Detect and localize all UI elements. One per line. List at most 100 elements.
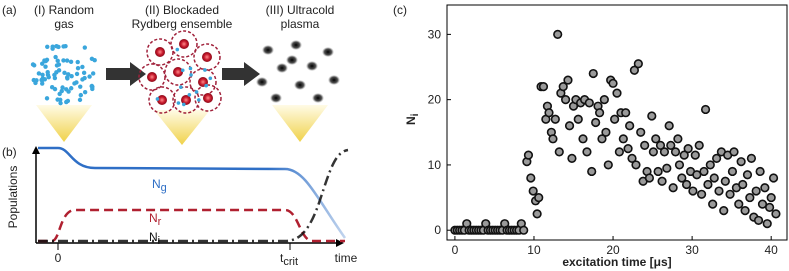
point: [582, 147, 592, 157]
atom: [50, 44, 55, 49]
x-tick-label: 20: [606, 243, 620, 257]
atom: [81, 70, 87, 76]
point: [599, 95, 609, 105]
stage-label: (II) Blockaded: [145, 3, 219, 17]
panel-tag: (c): [393, 3, 407, 17]
x-label: time: [335, 251, 358, 265]
atom: [78, 92, 84, 98]
point: [746, 153, 757, 164]
point: [627, 153, 637, 164]
atom: [58, 97, 63, 102]
point: [692, 170, 702, 180]
point: [734, 199, 744, 209]
atom: [77, 97, 83, 103]
curve-name: N: [149, 211, 158, 225]
point: [648, 147, 658, 157]
point: [657, 176, 667, 186]
point: [662, 163, 672, 173]
point: [681, 179, 692, 190]
point: [523, 150, 534, 160]
atom: [194, 90, 199, 94]
point: [601, 127, 611, 137]
point: [603, 160, 613, 170]
point: [554, 147, 564, 157]
point: [659, 147, 670, 157]
atom: [82, 89, 88, 95]
cone: [36, 105, 92, 142]
ion: [262, 45, 274, 55]
point: [631, 160, 641, 170]
point: [745, 192, 755, 203]
ni-curve: [38, 148, 349, 243]
arrowhead: [336, 239, 344, 247]
blockade-sphere: [170, 30, 198, 58]
point: [519, 225, 529, 235]
plasma: [256, 40, 340, 103]
point: [526, 173, 536, 183]
stage-label: Rydberg ensemble: [132, 17, 233, 31]
point: [679, 150, 689, 160]
rydberg-atom: [155, 47, 165, 57]
tcrit: t: [280, 251, 284, 265]
atom: [179, 85, 183, 89]
point: [532, 209, 542, 219]
y-label: Populations: [6, 166, 20, 229]
point: [697, 189, 707, 199]
point: [666, 140, 676, 150]
point: [768, 173, 779, 183]
point: [762, 219, 772, 229]
ion: [294, 80, 306, 90]
ion: [322, 47, 334, 57]
point: [725, 189, 735, 199]
point: [625, 121, 635, 131]
atom: [59, 88, 64, 94]
arrow: [222, 62, 260, 86]
x-tick-label: 0: [452, 243, 459, 257]
atom: [54, 70, 59, 75]
point: [567, 153, 577, 164]
blockade-sphere: [148, 86, 176, 114]
rydberg-atom: [202, 52, 212, 62]
atom: [75, 59, 80, 65]
atom: [87, 74, 92, 79]
ion: [286, 55, 298, 65]
atom: [64, 87, 69, 92]
atom: [58, 100, 63, 106]
atom: [82, 45, 88, 50]
point: [742, 170, 753, 180]
point: [694, 140, 704, 150]
point: [651, 134, 661, 144]
point: [588, 68, 598, 79]
curve-sub: i: [158, 235, 160, 247]
random-gas: [30, 43, 97, 106]
ion: [276, 63, 288, 73]
curve-sub: g: [161, 182, 167, 194]
stage-label: (I) Random: [34, 3, 94, 17]
point: [755, 166, 765, 177]
point: [573, 114, 583, 124]
x-tick-label: tcrit: [280, 251, 298, 268]
curve-label: Ni: [149, 230, 160, 247]
rydberg-atom: [173, 67, 183, 77]
point: [709, 173, 719, 183]
atom: [80, 77, 85, 82]
atom: [54, 63, 60, 68]
point: [765, 202, 775, 212]
point: [563, 75, 573, 85]
point: [719, 206, 729, 216]
atom: [64, 58, 70, 63]
nr-curve: [38, 208, 345, 243]
atom: [44, 96, 50, 101]
arrowhead: [32, 146, 40, 154]
point: [621, 108, 631, 118]
atom: [176, 101, 181, 105]
curve-name: N: [149, 230, 158, 244]
point: [760, 183, 770, 193]
point: [753, 215, 764, 226]
rydberg-ensemble: [138, 30, 222, 114]
atom: [42, 58, 47, 63]
atom: [203, 68, 207, 72]
x-tick-label: 0: [55, 251, 62, 265]
point: [597, 134, 607, 144]
